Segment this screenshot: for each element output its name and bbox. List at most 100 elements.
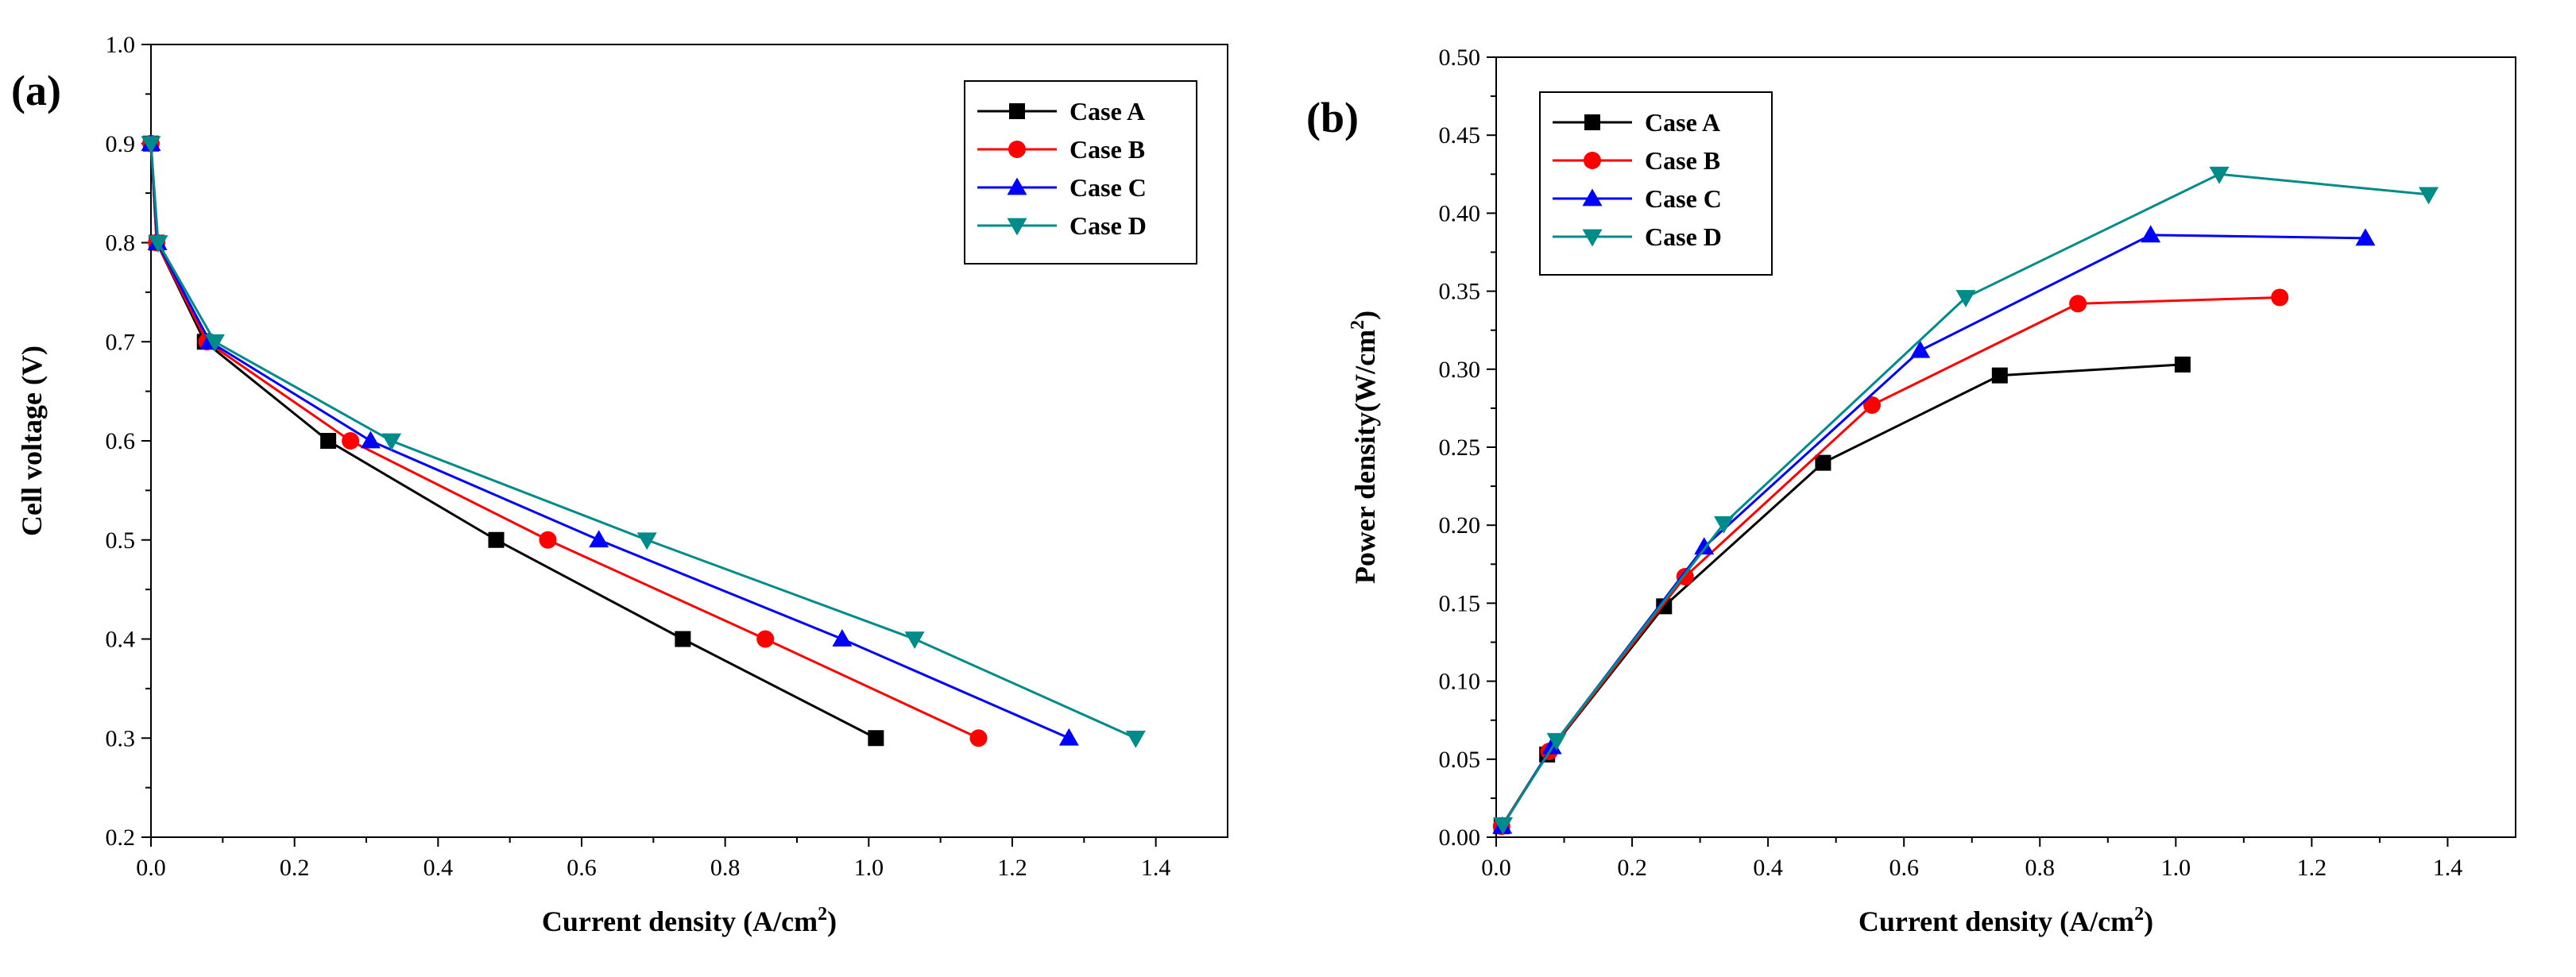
data-point-case-c	[1058, 728, 1079, 746]
x-tick-label: 0.0	[1481, 855, 1511, 881]
y-axis-title: Power density(W/cm2)	[1348, 311, 1381, 584]
legend-label: Case D	[1069, 211, 1147, 240]
y-tick-label: 0.35	[1439, 279, 1481, 305]
data-point-case-d	[1125, 730, 1146, 748]
x-axis-title: Current density (A/cm2)	[542, 904, 837, 937]
data-point-case-d	[148, 235, 168, 253]
x-tick-label: 0.2	[280, 855, 310, 881]
y-axis-title: Cell voltage (V)	[16, 346, 48, 536]
legend-label: Case B	[1069, 135, 1145, 164]
y-tick-label: 0.7	[106, 329, 136, 355]
data-point-case-b	[969, 729, 988, 747]
y-tick-label: 0.5	[106, 527, 136, 554]
legend-label: Case C	[1645, 184, 1722, 213]
data-point-case-c	[2141, 225, 2161, 243]
data-point-case-d	[381, 433, 402, 451]
y-tick-label: 0.40	[1439, 200, 1481, 226]
data-point-case-d	[2419, 187, 2439, 205]
data-point-case-c	[832, 629, 853, 647]
data-point-case-c	[1910, 340, 1931, 358]
legend: Case A Case B Case C Case D	[1539, 91, 1773, 276]
x-tick-label: 0.8	[2025, 855, 2056, 881]
data-point-case-d	[204, 334, 225, 352]
legend-marker-case-b	[1008, 141, 1026, 158]
x-tick-label: 1.2	[997, 855, 1027, 881]
panel-label: (b)	[1306, 94, 1359, 141]
series-line-case-d	[1502, 172, 2429, 826]
y-tick-label: 0.6	[106, 428, 136, 454]
data-point-case-a	[320, 433, 337, 449]
chart-panel-a: (a)0.0 0.2 0.4 0.6 0.8 1.0 1.2 1.40.20.30.40.50…	[11, 32, 1228, 937]
y-tick-label: 0.10	[1439, 669, 1481, 695]
y-tick-label: 1.0	[106, 32, 136, 58]
data-point-case-a	[868, 730, 884, 747]
y-tick-label: 0.15	[1439, 590, 1481, 616]
series-line-case-b	[149, 143, 980, 740]
y-tick-label: 0.3	[106, 725, 136, 751]
y-tick-label: 0.30	[1439, 357, 1481, 383]
y-tick-label: 0.50	[1439, 44, 1481, 71]
panel-label: (a)	[11, 67, 61, 114]
x-tick-label: 0.6	[567, 855, 597, 881]
y-tick-label: 0.05	[1439, 747, 1481, 773]
data-point-case-b	[2069, 295, 2087, 313]
x-tick-label: 1.4	[1141, 855, 1171, 881]
data-point-case-d	[1493, 817, 1514, 835]
series-line-case-a	[149, 143, 877, 740]
data-point-case-a	[2174, 356, 2191, 373]
legend-label: Case D	[1645, 222, 1722, 251]
y-tick-label: 0.2	[106, 824, 136, 851]
data-point-case-d	[141, 136, 161, 154]
y-tick-label: 0.25	[1439, 434, 1481, 461]
data-point-case-a	[675, 631, 691, 647]
data-point-case-d	[636, 532, 657, 550]
data-point-case-d	[1955, 290, 1976, 307]
data-point-case-d	[1546, 732, 1567, 751]
series-line-case-c	[149, 143, 1069, 740]
data-point-case-c	[589, 530, 609, 548]
legend-label: Case B	[1645, 146, 1720, 175]
data-point-case-a	[1815, 454, 1831, 471]
data-point-case-c	[360, 431, 381, 449]
legend-marker-case-c	[1007, 177, 1027, 195]
x-tick-label: 0.4	[1753, 855, 1783, 881]
legend-marker-case-d	[1007, 218, 1027, 236]
y-tick-label: 0.8	[106, 230, 136, 257]
x-tick-label: 0.8	[710, 855, 741, 881]
data-point-case-d	[1714, 516, 1735, 534]
y-tick-label: 0.45	[1439, 122, 1481, 149]
x-axis-title: Current density (A/cm2)	[1859, 904, 2153, 937]
y-tick-label: 0.00	[1439, 824, 1481, 851]
x-tick-label: 0.4	[424, 855, 454, 881]
data-point-case-b	[342, 432, 360, 450]
legend-marker-case-b	[1584, 152, 1601, 169]
x-tick-label: 1.2	[2297, 855, 2327, 881]
data-point-case-d	[2209, 166, 2230, 184]
data-point-case-b	[756, 630, 775, 648]
data-point-case-c	[2355, 228, 2376, 246]
legend-label: Case A	[1645, 108, 1720, 137]
legend-marker-case-d	[1582, 229, 1603, 247]
x-tick-label: 0.2	[1617, 855, 1647, 881]
legend-marker-case-c	[1582, 188, 1603, 207]
data-point-case-b	[2271, 288, 2289, 307]
x-tick-label: 1.0	[2161, 855, 2191, 881]
data-point-case-a	[488, 531, 505, 548]
legend-label: Case C	[1069, 173, 1147, 202]
data-point-case-a	[1991, 367, 2008, 384]
legend-marker-case-a	[1009, 103, 1025, 119]
x-tick-label: 0.0	[136, 855, 166, 881]
x-tick-label: 1.4	[2433, 855, 2463, 881]
data-point-case-b	[539, 531, 557, 549]
y-tick-label: 0.4	[106, 627, 136, 653]
data-point-case-c	[1694, 537, 1715, 555]
chart-panel-b: (b) 0.0 0.2 0.4 0.6 0.8 1.0 1.2 1.4 0.00 0.05 0.10 0…	[1306, 44, 2516, 937]
data-point-case-d	[904, 631, 925, 649]
series-line-case-c	[1501, 234, 2365, 828]
legend: Case A Case B Case C Case D	[964, 80, 1197, 265]
legend-label: Case A	[1069, 97, 1145, 126]
x-tick-label: 0.6	[1889, 855, 1919, 881]
y-tick-label: 0.20	[1439, 512, 1481, 539]
data-point-case-b	[1862, 396, 1881, 414]
